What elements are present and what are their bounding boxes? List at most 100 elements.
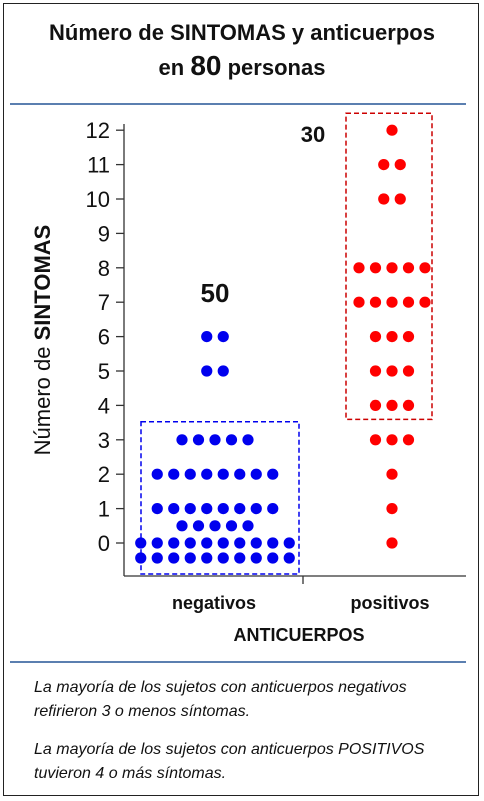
- data-point-positivos: [386, 124, 398, 136]
- data-point-negativos: [151, 503, 163, 515]
- data-point-negativos: [184, 537, 196, 549]
- data-point-negativos: [151, 552, 163, 564]
- x-axis-label: ANTICUERPOS: [233, 625, 364, 645]
- figure-frame: [3, 3, 479, 796]
- data-point-negativos: [242, 434, 254, 446]
- data-point-negativos: [151, 468, 163, 480]
- data-point-negativos: [267, 503, 279, 515]
- y-tick-label: 3: [98, 428, 110, 453]
- data-point-negativos: [184, 503, 196, 515]
- data-point-negativos: [201, 552, 213, 564]
- data-point-positivos: [369, 434, 382, 446]
- data-point-positivos: [394, 193, 406, 205]
- data-point-positivos: [402, 399, 415, 411]
- title-line-2-number: 80: [190, 50, 222, 81]
- data-point-positivos: [386, 331, 398, 343]
- data-point-negativos: [234, 537, 246, 549]
- data-point-negativos: [201, 365, 213, 377]
- highlight-box-positivos: [345, 112, 433, 421]
- chart-labels: Número de SINTOMAS ANTICUERPOS negativos…: [30, 122, 430, 645]
- data-point-negativos: [250, 537, 262, 549]
- y-tick-label: 1: [98, 497, 110, 522]
- data-point-negativos: [225, 434, 238, 446]
- data-point-negativos: [217, 365, 229, 377]
- note-negativos: La mayoría de los sujetos con anticuerpo…: [34, 679, 407, 720]
- data-point-negativos: [250, 468, 262, 480]
- y-tick-label: 11: [87, 153, 110, 178]
- data-point-positivos: [386, 468, 398, 480]
- data-point-negativos: [242, 520, 254, 532]
- data-point-negativos: [168, 552, 180, 564]
- data-point-negativos: [234, 552, 246, 564]
- data-point-negativos: [201, 503, 213, 515]
- highlight-box-negativos: [140, 421, 300, 575]
- y-tick-label: 12: [86, 118, 110, 143]
- data-point-positivos: [394, 159, 406, 171]
- y-tick-label: 0: [98, 531, 110, 556]
- data-point-negativos: [135, 552, 147, 564]
- data-point-negativos: [234, 468, 246, 480]
- data-point-positivos: [369, 331, 382, 343]
- y-tick-label: 2: [98, 462, 110, 487]
- data-point-positivos: [386, 262, 398, 274]
- top-divider: [10, 103, 466, 105]
- data-points: [135, 124, 431, 564]
- data-point-positivos: [386, 537, 398, 549]
- data-point-negativos: [250, 503, 262, 515]
- category-label-negativos: negativos: [172, 593, 256, 613]
- data-point-positivos: [402, 434, 415, 446]
- data-point-positivos: [402, 262, 415, 274]
- data-point-negativos: [217, 331, 229, 343]
- data-point-negativos: [234, 503, 246, 515]
- data-point-positivos: [369, 262, 382, 274]
- data-point-positivos: [386, 365, 398, 377]
- data-point-negativos: [168, 503, 180, 515]
- y-tick-label: 8: [98, 256, 110, 281]
- data-point-negativos: [217, 537, 229, 549]
- data-point-negativos: [192, 434, 205, 446]
- y-tick-label: 4: [98, 393, 110, 418]
- data-point-negativos: [201, 468, 213, 480]
- data-point-negativos: [283, 552, 295, 564]
- data-point-positivos: [353, 296, 365, 308]
- title-line-2-prefix: en: [158, 55, 191, 80]
- data-point-negativos: [201, 331, 213, 343]
- title-line-1: Número de SINTOMAS y anticuerpos: [49, 20, 435, 45]
- data-point-positivos: [369, 399, 382, 411]
- y-axis-label: Número de SINTOMAS: [30, 225, 55, 456]
- data-point-positivos: [378, 159, 390, 171]
- data-point-negativos: [217, 503, 229, 515]
- data-point-negativos: [250, 552, 262, 564]
- data-point-negativos: [184, 468, 196, 480]
- data-point-negativos: [217, 552, 229, 564]
- y-tick-label: 6: [98, 325, 110, 350]
- data-point-negativos: [267, 537, 279, 549]
- data-point-negativos: [217, 468, 229, 480]
- data-point-positivos: [402, 365, 415, 377]
- chart-title: Número de SINTOMAS y anticuerpos en 80 p…: [0, 18, 484, 86]
- data-point-negativos: [209, 434, 221, 446]
- total-label-negativos: 50: [201, 278, 230, 308]
- y-tick-label: 5: [98, 359, 110, 384]
- data-point-positivos: [386, 503, 398, 515]
- data-point-negativos: [168, 537, 180, 549]
- note-positivos: La mayoría de los sujetos con anticuerpo…: [34, 741, 425, 782]
- data-point-negativos: [267, 552, 279, 564]
- data-point-positivos: [386, 399, 398, 411]
- data-point-positivos: [369, 296, 382, 308]
- data-point-negativos: [176, 434, 188, 446]
- data-point-positivos: [378, 193, 390, 205]
- title-line-2: en 80 personas: [0, 48, 484, 86]
- y-tick-label: 7: [98, 290, 110, 315]
- title-line-2-suffix: personas: [221, 55, 326, 80]
- y-tick-label: 10: [86, 187, 110, 212]
- data-point-positivos: [386, 296, 398, 308]
- data-point-negativos: [267, 468, 279, 480]
- category-label-positivos: positivos: [350, 593, 429, 613]
- data-point-negativos: [135, 537, 147, 549]
- data-point-positivos: [419, 262, 431, 274]
- data-point-positivos: [419, 296, 431, 308]
- data-point-negativos: [176, 520, 188, 532]
